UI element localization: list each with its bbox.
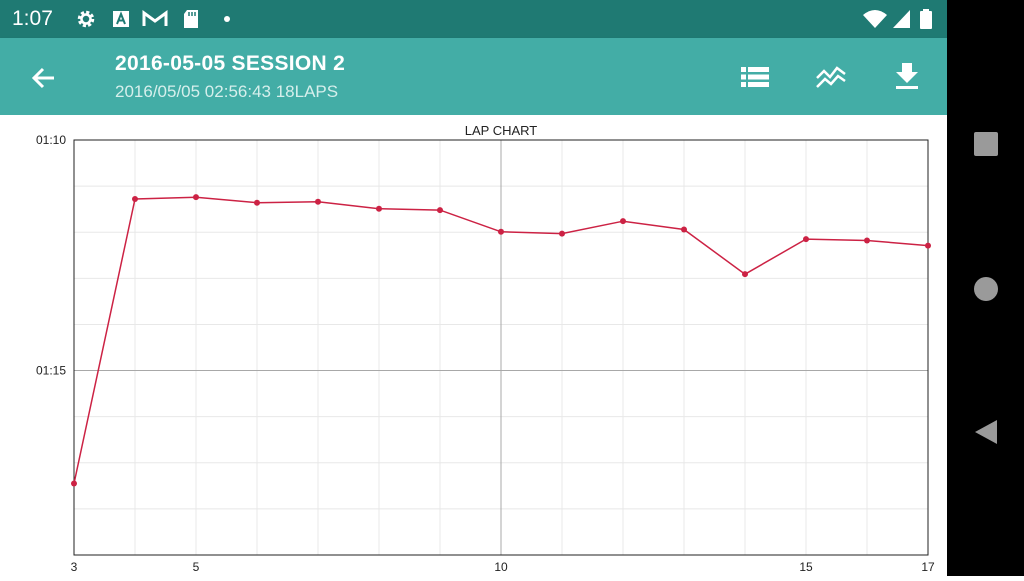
data-point [437, 207, 443, 214]
back-triangle-icon[interactable] [973, 418, 999, 446]
data-point [193, 194, 199, 201]
data-point [742, 271, 748, 278]
list-icon[interactable] [738, 60, 772, 94]
chart-title: LAP CHART [465, 123, 538, 138]
data-point [864, 237, 870, 244]
data-point [71, 480, 77, 487]
data-point [132, 196, 138, 203]
wifi-icon [863, 10, 887, 28]
lap-chart-svg: LAP CHART 01:10 01:15 3 5 10 15 17 [36, 123, 935, 574]
status-bar: 1:07 [0, 0, 947, 38]
trend-icon[interactable] [814, 60, 848, 94]
data-point [315, 198, 321, 205]
a-notification-icon [113, 11, 129, 27]
dot-icon [224, 16, 230, 22]
sd-card-icon [184, 10, 198, 28]
x-tick-label: 3 [71, 560, 78, 574]
back-arrow-icon[interactable] [28, 62, 60, 94]
app-bar: 2016-05-05 SESSION 2 2016/05/05 02:56:43… [0, 38, 947, 115]
download-icon[interactable] [890, 60, 924, 94]
page-subtitle: 2016/05/05 02:56:43 18LAPS [115, 82, 339, 101]
data-point [925, 242, 931, 249]
recents-square-icon[interactable] [973, 131, 999, 157]
x-tick-label: 15 [799, 560, 813, 574]
x-tick-label: 17 [921, 560, 935, 574]
data-point [620, 218, 626, 225]
y-tick-label: 01:10 [36, 133, 66, 147]
navigation-bar [947, 0, 1024, 576]
plot-frame [73, 139, 929, 556]
y-tick-label: 01:15 [36, 364, 66, 378]
data-point [254, 199, 260, 206]
data-point [803, 236, 809, 243]
gear-icon [77, 10, 95, 28]
home-circle-icon[interactable] [973, 276, 999, 302]
data-point [559, 230, 565, 237]
x-tick-label: 10 [494, 560, 508, 574]
status-time: 1:07 [12, 7, 53, 30]
data-point [376, 205, 382, 212]
x-tick-label: 5 [193, 560, 200, 574]
page-title: 2016-05-05 SESSION 2 [115, 52, 346, 75]
data-point [498, 228, 504, 235]
data-point [681, 226, 687, 233]
battery-icon [920, 9, 932, 29]
gmail-icon [142, 10, 168, 26]
signal-icon [893, 10, 910, 28]
lap-chart: LAP CHART 01:10 01:15 3 5 10 15 17 [0, 115, 947, 576]
